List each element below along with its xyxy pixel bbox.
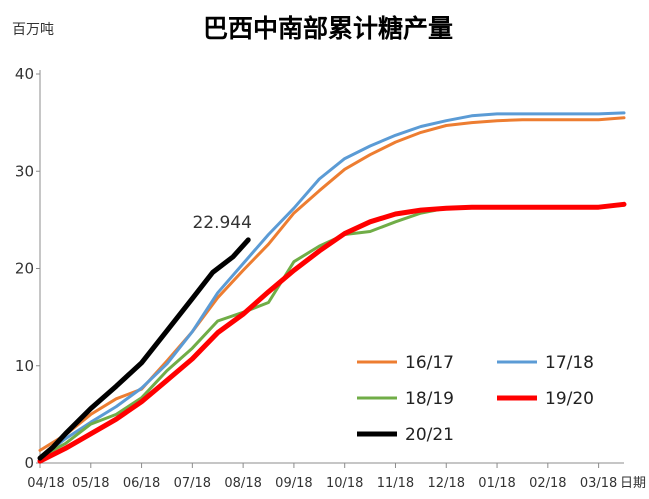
legend: 16/17 17/18 18/19 19/20 20/21 [357, 353, 594, 445]
axes: 0 10 20 30 40 04/18 05/18 06/18 07/18 08/18 09/18 1… [15, 65, 624, 491]
x-tick-label: 02/18 [529, 476, 566, 491]
series-line-20-21 [37, 237, 251, 461]
x-tick-label: 11/18 [377, 476, 414, 491]
x-tick-label: 05/18 [72, 476, 109, 491]
x-tick-label: 12/18 [428, 476, 465, 491]
legend-label: 19/20 [545, 389, 594, 409]
y-axis-unit: 百万吨 [12, 22, 54, 38]
x-tick-label: 10/18 [326, 476, 363, 491]
x-tick-label: 07/18 [174, 476, 211, 491]
legend-label: 20/21 [405, 425, 454, 445]
annotation-layer: 22.944 [192, 213, 251, 233]
series-line-19-20 [37, 201, 627, 464]
legend-label: 17/18 [545, 353, 594, 373]
x-tick-label: 03/18 [580, 476, 617, 491]
x-tick-label: 06/18 [123, 476, 160, 491]
y-tick-label: 0 [24, 454, 34, 472]
legend-label: 16/17 [405, 353, 454, 373]
x-tick-label: 09/18 [275, 476, 312, 491]
series-layer [37, 111, 627, 464]
legend-label: 18/19 [405, 389, 454, 409]
x-axis-label: 日期 [620, 476, 646, 491]
y-tick-label: 20 [15, 260, 34, 278]
y-tick-label: 10 [15, 357, 34, 375]
x-tick-label: 04/18 [27, 476, 64, 491]
series-line-17-18 [38, 111, 626, 460]
x-tick-label: 08/18 [224, 476, 261, 491]
chart-title: 巴西中南部累计糖产量 [203, 14, 453, 43]
x-tick-label: 01/18 [478, 476, 515, 491]
y-tick-label: 40 [15, 65, 34, 83]
y-tick-label: 30 [15, 162, 34, 180]
annotation-label: 22.944 [192, 213, 251, 233]
